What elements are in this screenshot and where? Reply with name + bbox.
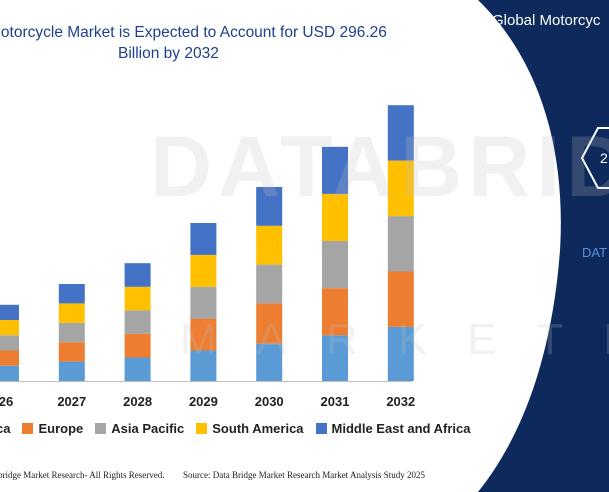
bar-2031-asia-pacific [322, 241, 348, 289]
bar-2026-south-america [0, 320, 19, 336]
x-tick-label-2029: 2029 [189, 394, 218, 409]
bar-2026-middle-east-and-africa [0, 304, 19, 320]
x-tick-label-2028: 2028 [123, 394, 152, 409]
bar-2027-north-america [58, 361, 85, 381]
legend-label: South America [212, 421, 304, 436]
chart-title-line1: Motorcycle Market is Expected to Account… [0, 24, 387, 41]
legend-label: Asia Pacific [111, 421, 185, 436]
x-tick-label-2031: 2031 [321, 394, 350, 409]
legend-swatch [95, 423, 107, 434]
bar-2029-middle-east-and-africa [190, 223, 217, 255]
legend-label: Middle East and Africa [331, 421, 471, 436]
bar-2028-europe [124, 333, 151, 358]
watermark: DATABRIDGE [150, 119, 609, 215]
legend-item-north-america: ca [0, 421, 10, 436]
x-tick-label-2030: 2030 [255, 394, 284, 409]
legend-swatch [22, 423, 34, 434]
legend-swatch [196, 423, 208, 434]
bar-2027-asia-pacific [58, 322, 85, 343]
legend: ca Europe Asia Pacific South America Mid… [0, 421, 482, 436]
x-tick-label-2027: 2027 [57, 394, 86, 409]
legend-item-mea: Middle East and Africa [315, 421, 471, 436]
side-panel-title: Global Motorcyc [492, 12, 601, 29]
legend-label: Europe [38, 421, 84, 436]
footer-source: Source: Data Bridge Market Research Mark… [183, 470, 425, 480]
bar-2030-north-america [256, 343, 283, 381]
bar-2030-south-america [256, 225, 283, 265]
bar-2029-asia-pacific [190, 286, 217, 319]
bars-layer [0, 105, 414, 381]
bar-2029-europe [190, 318, 217, 351]
legend-swatch [315, 423, 327, 434]
side-panel-badge-outline [580, 127, 609, 189]
side-panel [478, 0, 609, 492]
legend-item-europe: Europe [22, 421, 83, 436]
bar-2032-middle-east-and-africa [387, 105, 414, 161]
chart-title-line2: Billion by 2032 [118, 45, 219, 62]
side-panel-shape [478, 0, 609, 492]
bar-2027-europe [58, 342, 85, 362]
bar-2029-south-america [190, 254, 217, 287]
side-panel-bottom-text: DAT [582, 245, 608, 260]
bar-2031-north-america [322, 335, 348, 381]
watermark-sub: MARKETRESEARCH [180, 315, 609, 364]
bar-2027-south-america [58, 303, 85, 323]
bar-2030-europe [256, 303, 283, 344]
bar-2030-middle-east-and-africa [256, 187, 283, 226]
legend-label: ca [0, 421, 11, 436]
bar-2031-europe [322, 288, 348, 336]
footer-copyright: bridge Market Research- All Rights Reser… [0, 470, 165, 480]
bar-2028-middle-east-and-africa [124, 263, 151, 287]
bar-2026-asia-pacific [0, 335, 19, 351]
bar-2032-north-america [387, 327, 414, 381]
bar-2026-north-america [0, 365, 19, 381]
bar-2031-south-america [322, 193, 348, 241]
bar-2029-north-america [190, 350, 217, 381]
bar-2028-north-america [124, 357, 151, 381]
bar-2032-europe [387, 271, 414, 327]
bar-2030-asia-pacific [256, 264, 283, 304]
bar-2027-middle-east-and-africa [58, 284, 85, 304]
side-panel-circle-text: 2 [600, 150, 608, 166]
legend-item-asia-pacific: Asia Pacific [95, 421, 184, 436]
bar-2028-asia-pacific [124, 310, 151, 334]
x-tick-label-2026: 26 [0, 394, 13, 409]
bar-2026-europe [0, 350, 19, 366]
bar-2031-middle-east-and-africa [322, 146, 348, 194]
legend-item-south-america: South America [196, 421, 304, 436]
bar-2032-asia-pacific [387, 216, 414, 272]
x-tick-label-2032: 2032 [386, 394, 415, 409]
bar-2032-south-america [387, 160, 414, 217]
axis-layer: 26 2027 2028 2029 2030 2031 2032 [0, 381, 415, 409]
bar-2028-south-america [124, 286, 151, 311]
